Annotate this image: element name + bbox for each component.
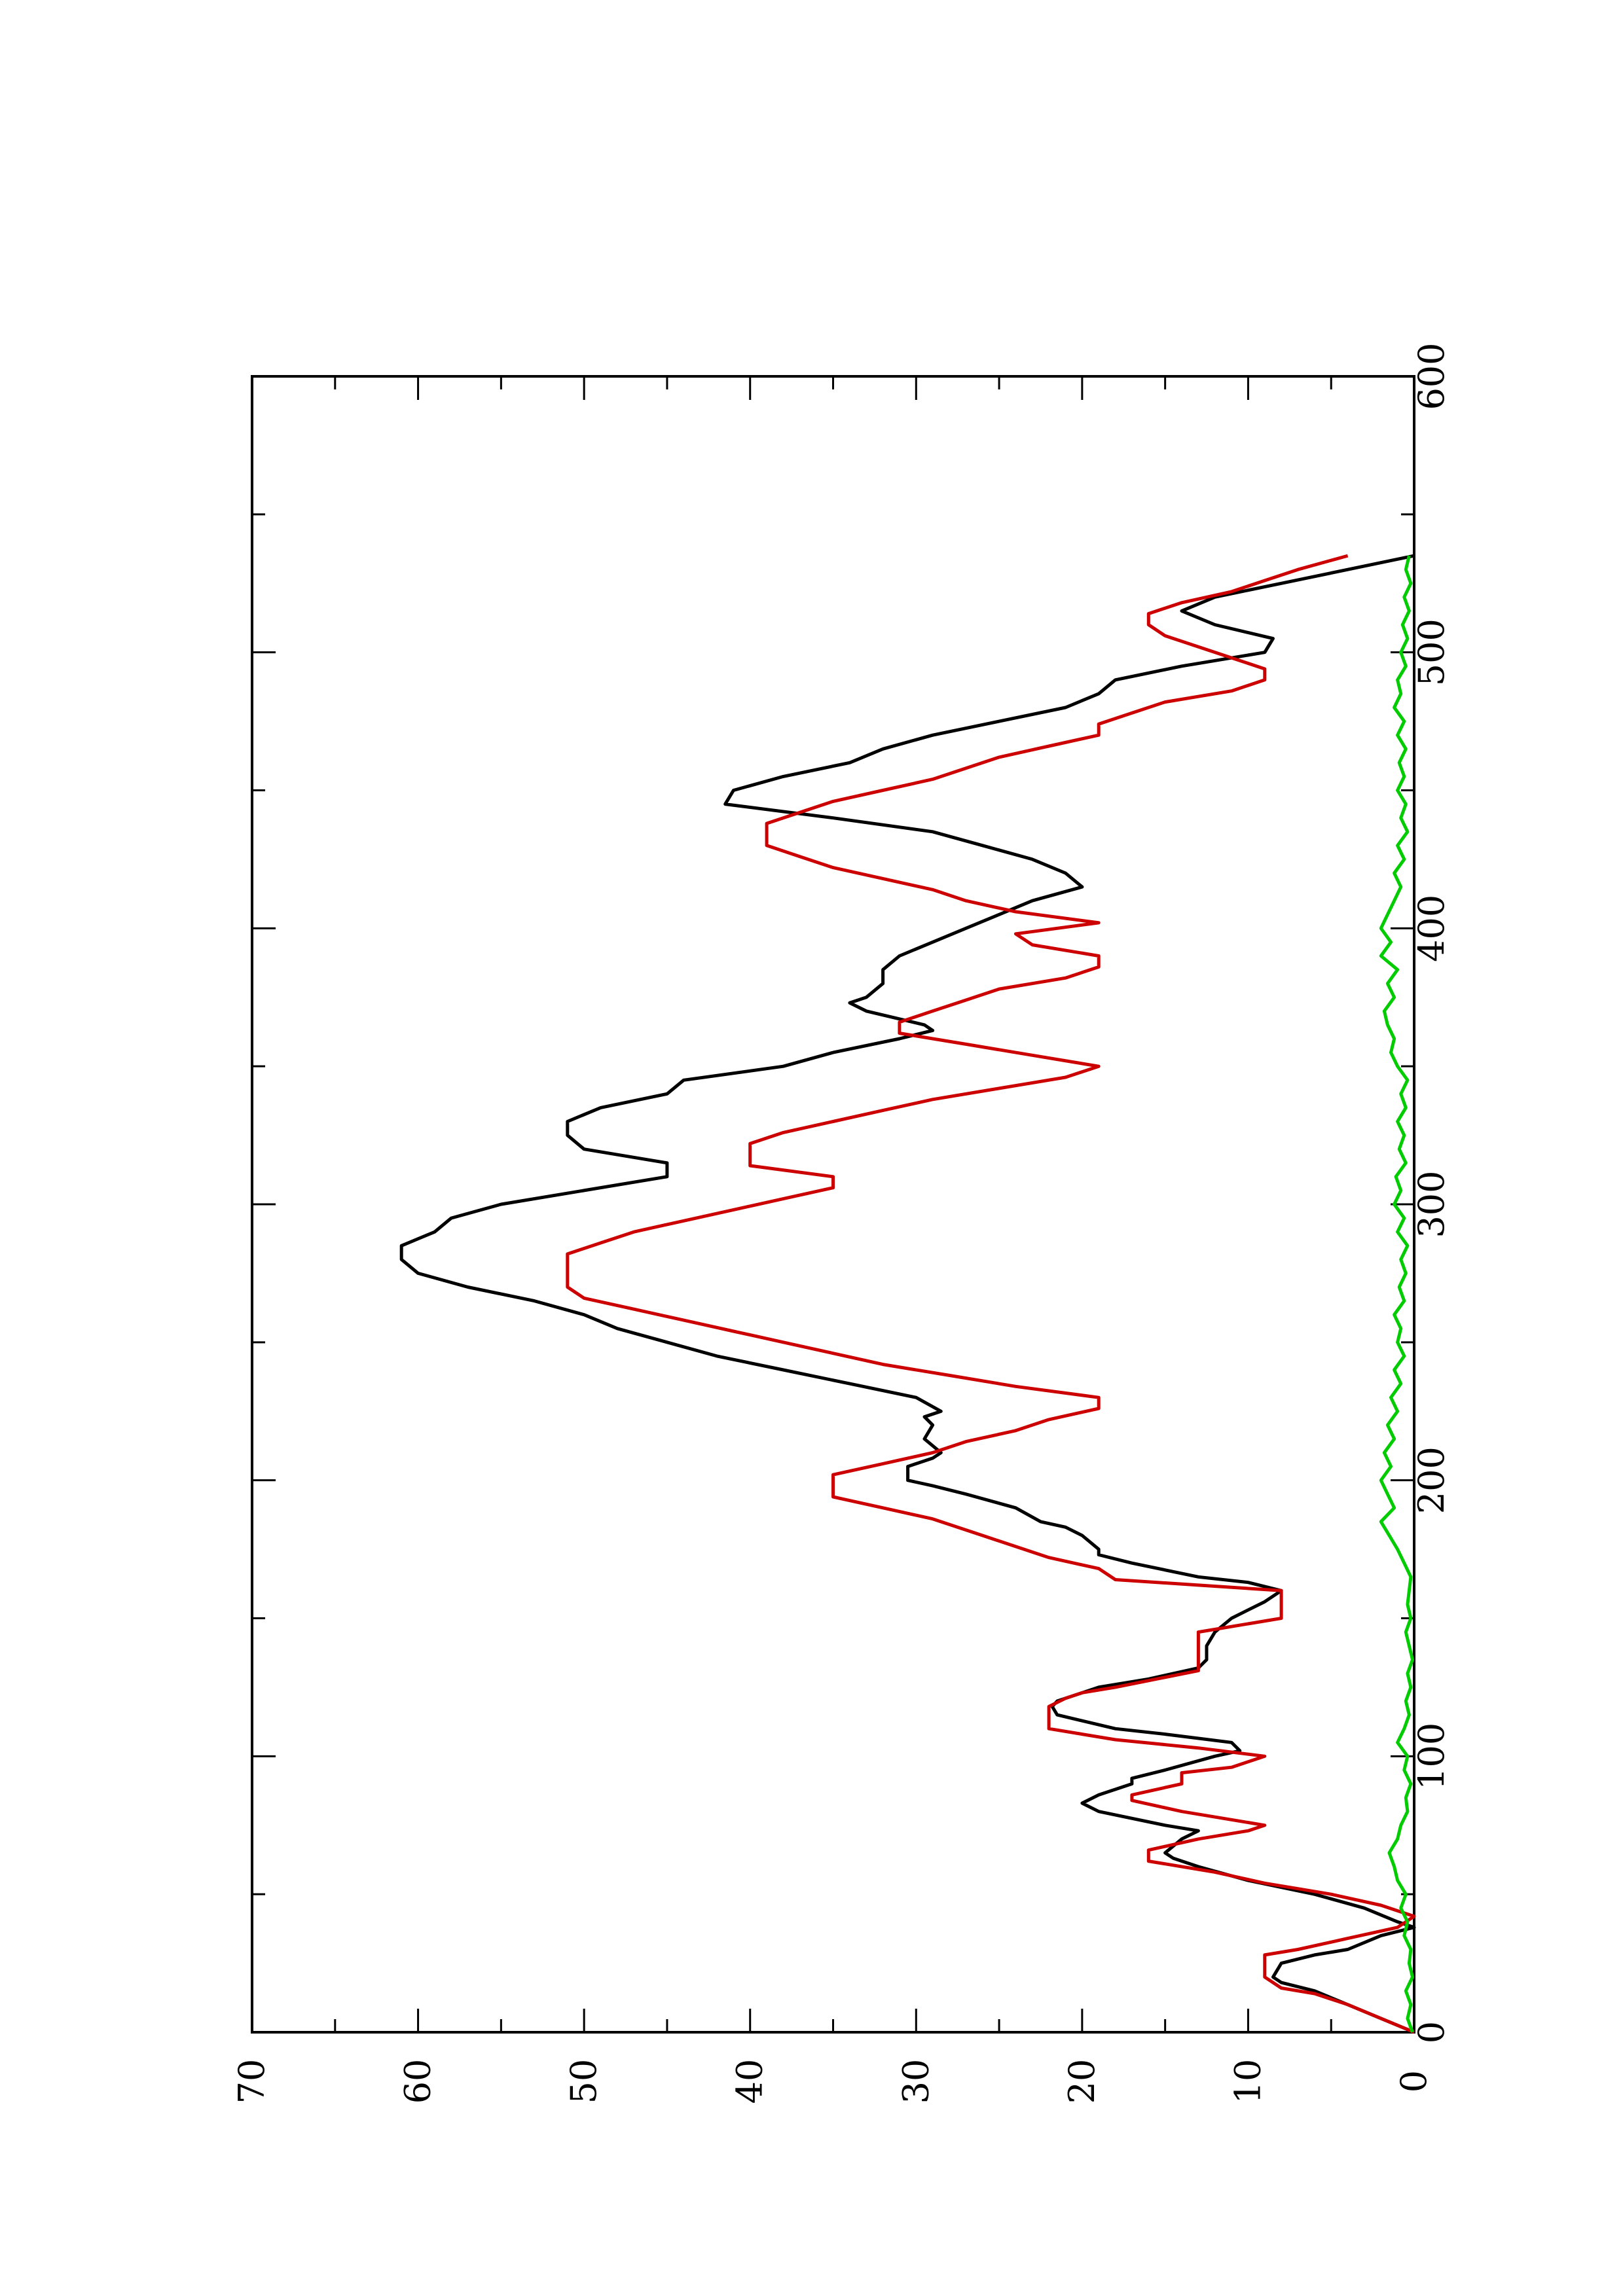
y-tick-label: 10: [1227, 2059, 1268, 2104]
series-line-3: [1379, 555, 1414, 2033]
y-tick-label: 40: [729, 2059, 771, 2104]
x-tick-label: 200: [1411, 1446, 1452, 1514]
x-tick-label: 600: [1411, 342, 1452, 410]
x-tick-label: 300: [1411, 1170, 1452, 1238]
x-tick-label: 100: [1411, 1723, 1452, 1790]
x-tick-label: 400: [1411, 895, 1452, 962]
series-line-2: [566, 554, 1416, 2034]
tick-marks: [251, 375, 1415, 2034]
y-tick-label: 0: [1393, 2070, 1434, 2092]
series-line-1: [399, 554, 1416, 2034]
x-tick-label: 500: [1411, 619, 1452, 686]
x-tick-label: 0: [1411, 2021, 1452, 2043]
y-tick-label: 70: [231, 2059, 272, 2104]
series-lines: [399, 554, 1416, 2034]
y-tick-label: 50: [563, 2059, 604, 2104]
y-tick-label: 20: [1061, 2059, 1103, 2104]
y-tick-label: 30: [895, 2059, 936, 2104]
plot-frame: [251, 375, 1415, 2034]
y-tick-label: 60: [397, 2059, 439, 2104]
tick-labels: 0 100 200 300 400 500 600 0 10 20 30 40 50 60 70: [231, 342, 1452, 2104]
